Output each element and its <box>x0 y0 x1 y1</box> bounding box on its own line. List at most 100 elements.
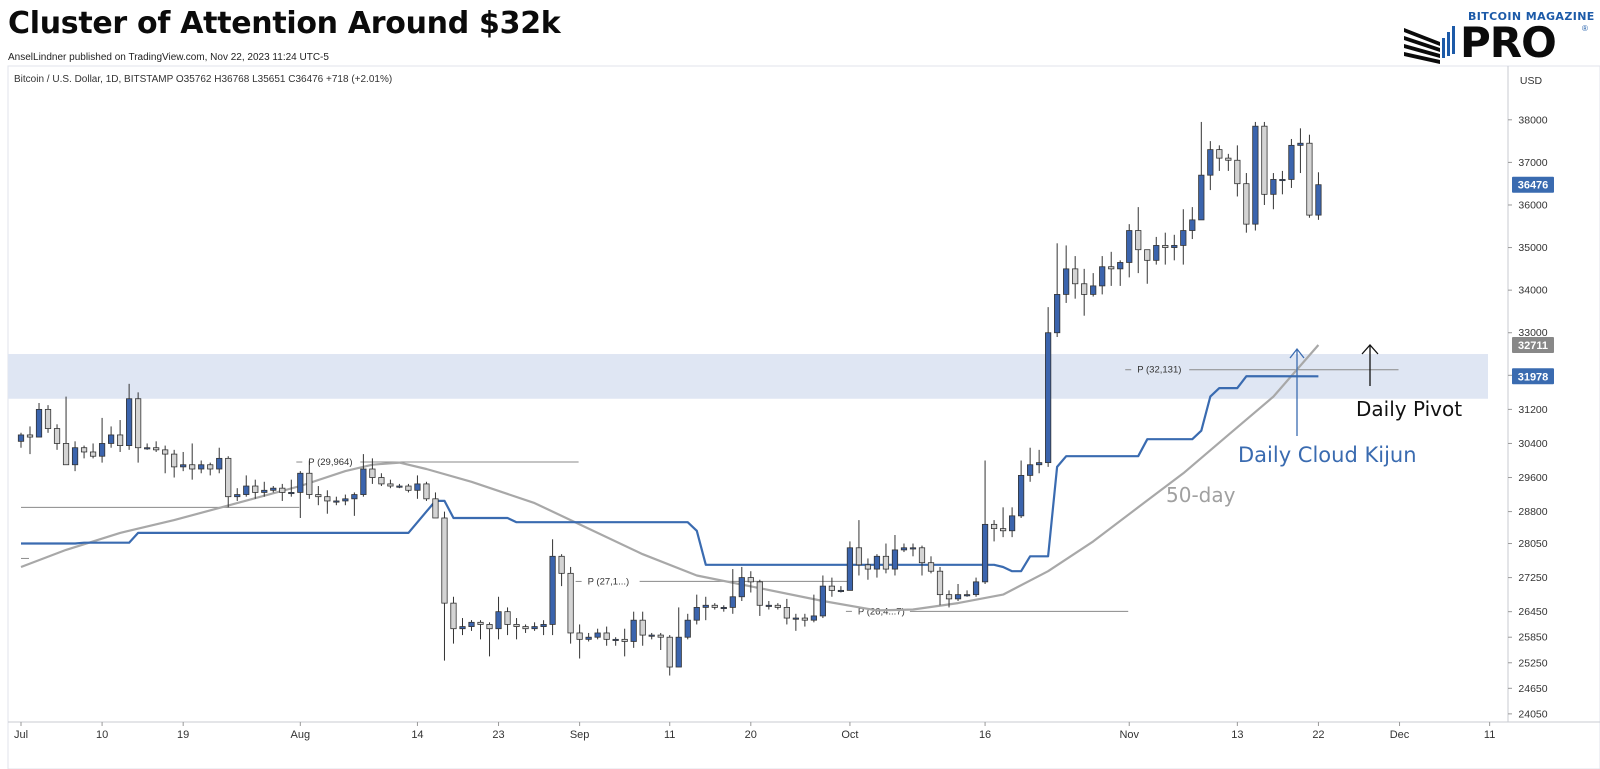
candle-body <box>89 451 97 457</box>
candle <box>648 632 655 640</box>
candle <box>837 586 845 593</box>
candle <box>126 383 133 450</box>
candle-body <box>747 577 754 583</box>
candle <box>1288 138 1295 188</box>
candle-body <box>44 408 52 429</box>
y-tick-label: 25250 <box>1518 657 1547 669</box>
candle <box>1027 447 1034 482</box>
candle <box>378 473 385 487</box>
candle-body <box>873 555 881 570</box>
candle <box>828 577 836 597</box>
candle-body <box>495 611 502 630</box>
x-tick-label: Jul <box>14 729 28 741</box>
candle <box>108 426 115 448</box>
candle-body <box>225 457 232 498</box>
candle-body <box>630 619 637 642</box>
candle-body <box>234 494 241 498</box>
candle-body <box>837 589 845 592</box>
candle-body <box>864 564 872 570</box>
candle <box>207 462 214 476</box>
sma50-group <box>20 344 1320 612</box>
candle <box>333 496 340 506</box>
candle <box>999 507 1007 538</box>
candle-body <box>432 498 439 519</box>
logo-tagline: BITCOIN MAGAZINE <box>1468 10 1595 23</box>
candle <box>234 488 241 501</box>
candle <box>423 481 430 501</box>
candle-body <box>1063 268 1070 295</box>
candle-body <box>513 624 520 627</box>
candle <box>711 603 718 610</box>
y-tick-label: 37000 <box>1518 157 1547 169</box>
candle-body <box>954 594 962 600</box>
candle-body <box>981 523 989 583</box>
candle-body <box>1117 262 1124 270</box>
candle-body <box>62 443 70 466</box>
candle-body <box>936 570 944 596</box>
candle <box>702 596 709 621</box>
candle-body <box>468 621 475 627</box>
candle <box>1162 232 1169 265</box>
candle <box>225 456 232 508</box>
candle-body <box>531 626 538 630</box>
candle-body <box>414 483 421 491</box>
candle <box>1189 207 1196 240</box>
candle-body <box>828 585 836 591</box>
candle <box>459 618 466 636</box>
candle-body <box>855 547 863 566</box>
candle-body <box>423 483 430 500</box>
candle <box>738 566 745 602</box>
candle <box>44 405 52 433</box>
candle-body <box>846 547 854 591</box>
candle <box>630 611 637 648</box>
candle <box>819 575 826 619</box>
y-tick-label: 31200 <box>1518 404 1547 416</box>
candle-body <box>1072 268 1079 285</box>
candle-body <box>243 485 250 495</box>
candle-body <box>603 632 610 640</box>
candle-body <box>522 626 529 630</box>
candle <box>53 424 61 450</box>
candle-body <box>17 434 25 442</box>
candle-body <box>792 617 799 620</box>
candle <box>909 543 917 557</box>
candle-body <box>1045 332 1052 464</box>
candle <box>1144 249 1151 284</box>
candle-body <box>711 604 718 608</box>
brand-logo: BITCOIN MAGAZINE PRO ® <box>1404 8 1594 68</box>
candle-body <box>1144 249 1151 261</box>
price-label-text: 31978 <box>1518 371 1549 383</box>
y-tick-label: 24050 <box>1518 708 1547 720</box>
candle-body <box>1108 266 1115 270</box>
candle <box>216 447 223 474</box>
candle <box>684 613 691 640</box>
pivot-label: P (27,1...) <box>588 576 630 587</box>
candle-body <box>648 634 655 637</box>
candle <box>198 460 205 474</box>
kijun-arrow-head <box>1289 347 1305 359</box>
candle <box>774 603 781 610</box>
candle <box>666 635 673 676</box>
y-tick-label: 38000 <box>1518 114 1547 126</box>
candle <box>270 486 277 493</box>
candle <box>1090 273 1097 297</box>
candle-body <box>1027 464 1034 476</box>
chart-title: Cluster of Attention Around $32k <box>8 6 561 41</box>
candle-body <box>585 636 592 640</box>
candle-body <box>1099 266 1106 287</box>
candle-body <box>1054 294 1061 334</box>
candle <box>891 535 899 576</box>
candle <box>89 443 97 459</box>
candle-body <box>1225 157 1232 161</box>
candle-body <box>657 634 664 638</box>
candle-body <box>207 464 214 470</box>
candle-body <box>144 447 151 450</box>
candle <box>576 624 583 659</box>
x-tick-label: Sep <box>570 729 590 741</box>
candle <box>261 481 268 497</box>
candle-body <box>288 492 295 495</box>
candle <box>792 613 799 631</box>
x-tick-label: 13 <box>1231 729 1243 741</box>
candle <box>279 483 286 501</box>
